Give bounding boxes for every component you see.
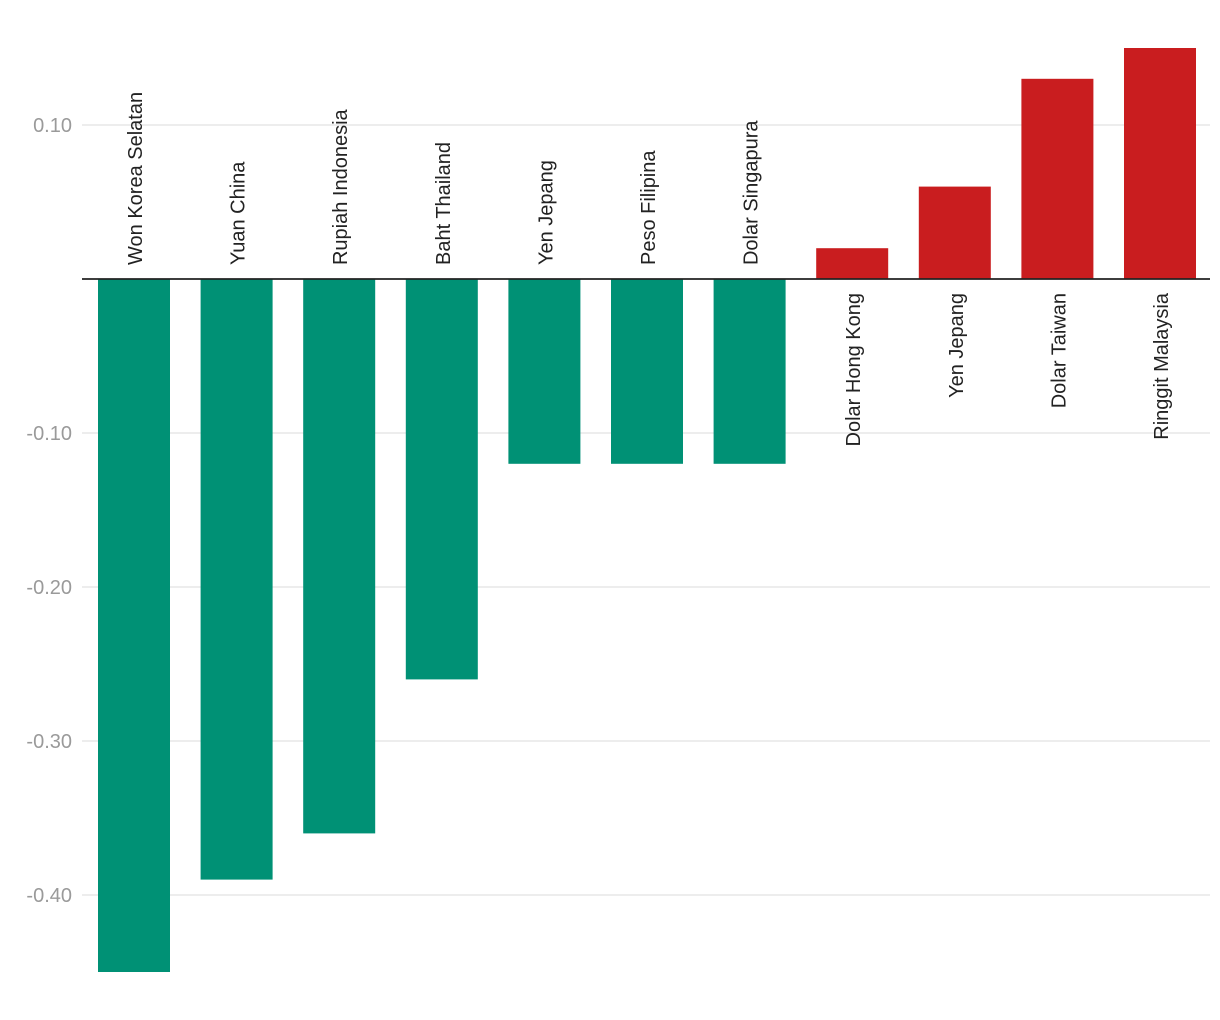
y-axis-tick-labels: 0.10 -0.10 -0.20 -0.30 -0.40: [26, 115, 72, 907]
category-label: Dolar Singapura: [741, 120, 763, 265]
bars: [98, 48, 1196, 972]
bar: [1021, 78, 1094, 279]
y-tick-label: 0.10: [33, 115, 72, 137]
category-label: Yuan China: [228, 161, 250, 265]
bar: [303, 279, 376, 834]
bar: [713, 279, 786, 464]
bar: [200, 279, 273, 880]
bar: [405, 279, 478, 680]
y-tick-label: -0.10: [26, 423, 72, 445]
bar: [816, 248, 889, 279]
y-tick-label: -0.40: [26, 885, 72, 907]
bar: [508, 279, 581, 464]
category-labels: Won Korea Selatan Yuan China Rupiah Indone…: [125, 92, 1173, 447]
bar: [98, 279, 170, 972]
bar: [918, 186, 991, 279]
category-label: Ringgit Malaysia: [1151, 292, 1173, 440]
category-label: Rupiah Indonesia: [330, 108, 352, 265]
y-tick-label: -0.20: [26, 577, 72, 599]
category-label: Yen Jepang: [535, 160, 557, 265]
category-label: Peso Filipina: [638, 150, 660, 265]
category-label: Yen Jepang: [946, 293, 968, 398]
bar: [611, 279, 683, 464]
y-tick-label: -0.30: [26, 731, 72, 753]
category-label: Dolar Taiwan: [1048, 293, 1070, 408]
category-label: Baht Thailand: [433, 142, 455, 265]
category-label: Won Korea Selatan: [125, 92, 147, 265]
category-label: Dolar Hong Kong: [843, 293, 865, 446]
bar: [1124, 48, 1196, 279]
